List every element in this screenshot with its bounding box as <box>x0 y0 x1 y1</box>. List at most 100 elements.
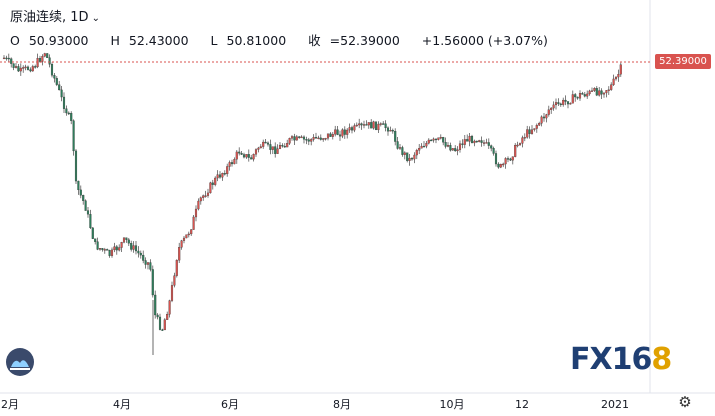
candle-body <box>502 163 505 166</box>
candle-body <box>132 245 135 250</box>
candle-body <box>240 153 243 155</box>
candle-body <box>432 138 435 141</box>
candle-body <box>346 129 349 135</box>
candle-body <box>41 56 44 62</box>
tradingview-logo-icon[interactable] <box>6 348 34 376</box>
candle-body <box>516 144 519 147</box>
candle-body <box>192 216 195 230</box>
candle-body <box>598 90 601 96</box>
candle-body <box>377 123 380 131</box>
candle-body <box>509 158 512 161</box>
candle-body <box>379 123 382 125</box>
candle-body <box>533 128 536 130</box>
candle-body <box>312 136 315 140</box>
candle-body <box>482 142 486 144</box>
candle-body <box>336 129 339 135</box>
candle-body <box>458 143 462 150</box>
candle-body <box>158 316 162 330</box>
candle-body <box>475 140 478 143</box>
gear-icon[interactable]: ⚙ <box>678 394 692 411</box>
candle-body <box>499 164 502 168</box>
candle-body <box>456 149 459 152</box>
candle-body <box>394 131 397 142</box>
candle-body <box>504 158 507 165</box>
candle-body <box>154 294 157 316</box>
candle-body <box>98 248 102 250</box>
candle-body <box>108 250 111 256</box>
candle-body <box>161 329 164 331</box>
x-tick-label: 8月 <box>333 398 351 411</box>
candle-body <box>473 140 476 144</box>
candle-body <box>403 152 406 155</box>
symbol-header[interactable]: 原油连续, 1D ⌄ <box>10 10 100 25</box>
candle-body <box>151 269 154 296</box>
low-value: 50.81000 <box>226 33 287 48</box>
candle-body <box>583 94 586 97</box>
candle-body <box>566 101 570 105</box>
candle-body <box>547 109 550 115</box>
candle-body <box>118 247 121 251</box>
candle-body <box>338 134 342 137</box>
candle-body <box>110 249 114 256</box>
chevron-down-icon[interactable]: ⌄ <box>91 13 100 24</box>
candle-body <box>209 182 212 194</box>
candle-body <box>384 123 387 129</box>
candle-body <box>523 137 526 139</box>
candle-body <box>449 145 452 151</box>
candle-body <box>233 159 236 165</box>
candle-body <box>545 114 548 119</box>
high-value: 52.43000 <box>128 33 189 48</box>
x-tick-label: 12 <box>515 398 529 411</box>
candle-body <box>348 127 351 131</box>
candle-body <box>329 133 332 137</box>
candle-body <box>2 57 6 60</box>
candle-body <box>302 136 306 140</box>
candle-body <box>612 78 615 85</box>
brand-watermark: FX168 <box>570 342 672 377</box>
candle-body <box>55 78 58 85</box>
candle-body <box>506 158 510 160</box>
candle-body <box>175 259 178 276</box>
candle-body <box>331 134 334 137</box>
candle-body <box>254 149 258 155</box>
interval-label[interactable]: 1D <box>70 10 89 25</box>
candle-body <box>103 249 106 251</box>
candle-body <box>602 92 606 95</box>
candle-body <box>461 143 464 145</box>
candle-body <box>101 248 104 250</box>
candle-body <box>298 136 301 138</box>
candle-body <box>425 143 428 147</box>
candle-body <box>178 247 181 261</box>
candle-body <box>569 103 572 105</box>
candle-body <box>77 180 80 191</box>
candle-body <box>307 139 310 142</box>
change-value: +1.56000 (+3.07%) <box>421 33 548 48</box>
candle-body <box>247 154 250 158</box>
candle-body <box>245 154 248 158</box>
candle-body <box>46 53 49 58</box>
candle-body <box>269 144 272 150</box>
candle-body <box>14 66 18 68</box>
candle-body <box>581 93 584 95</box>
candle-body <box>374 121 378 131</box>
candle-body <box>578 93 582 99</box>
candle-body <box>562 99 565 105</box>
candle-body <box>528 129 531 134</box>
candle-body <box>408 157 411 161</box>
candle-body <box>290 136 294 139</box>
candle-body <box>168 300 171 315</box>
candle-body <box>300 136 303 139</box>
candle-body <box>610 84 613 90</box>
candle-body <box>122 237 126 243</box>
candle-body <box>355 124 358 127</box>
candle-body <box>82 195 85 201</box>
candle-body <box>96 241 99 250</box>
candle-body <box>389 130 392 132</box>
candle-body <box>58 84 61 91</box>
candle-body <box>137 250 140 254</box>
candle-body <box>571 94 574 104</box>
candle-body <box>278 144 282 149</box>
candle-body <box>223 173 226 175</box>
